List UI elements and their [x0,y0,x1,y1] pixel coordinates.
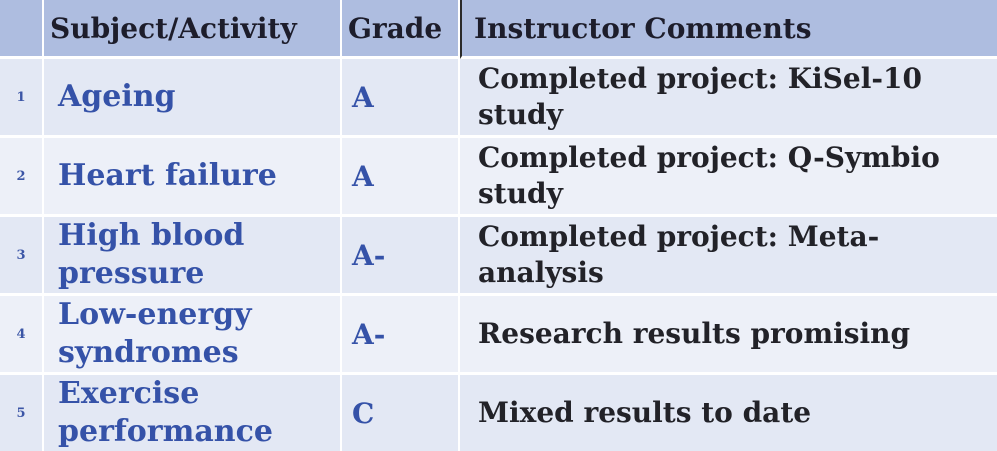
row-grade: A- [342,296,460,375]
row-comment: Completed project: Q-Symbio study [460,138,997,217]
comment-line: study [478,177,563,210]
row-subject: High blood pressure [44,217,342,296]
header-number [0,0,44,59]
row-number: 4 [0,296,44,375]
table-header: Subject/Activity Grade Instructor Commen… [0,0,997,59]
comment-line: analysis [478,256,604,289]
row-grade: A [342,138,460,217]
table-row: 5 Exercise performance C Mixed results t… [0,375,997,451]
row-comment: Research results promising [460,296,997,375]
header-subject: Subject/Activity [44,0,342,59]
table-row: 4 Low-energy syndromes A- Research resul… [0,296,997,375]
table-row: 1 Ageing A Completed project: KiSel-10 s… [0,59,997,138]
subject-line: syndromes [58,335,239,370]
subject-line: performance [58,414,273,449]
comment-line: Research results promising [478,317,911,350]
row-grade: A- [342,217,460,296]
header-comments: Instructor Comments [460,0,997,59]
header-row: Subject/Activity Grade Instructor Commen… [0,0,997,59]
row-number: 1 [0,59,44,138]
comment-line: study [478,98,563,131]
row-subject: Ageing [44,59,342,138]
row-subject: Low-energy syndromes [44,296,342,375]
table-row: 3 High blood pressure A- Completed proje… [0,217,997,296]
subject-line: High blood [58,218,245,253]
row-number: 2 [0,138,44,217]
row-grade: C [342,375,460,451]
comment-line: Completed project: Meta- [478,220,880,253]
comment-line: Mixed results to date [478,396,812,429]
row-grade: A [342,59,460,138]
row-comment: Mixed results to date [460,375,997,451]
subject-line: Low-energy [58,297,252,332]
table-row: 2 Heart failure A Completed project: Q-S… [0,138,997,217]
row-subject: Exercise performance [44,375,342,451]
row-number: 3 [0,217,44,296]
row-comment: Completed project: KiSel-10 study [460,59,997,138]
subject-line: Exercise [58,376,200,411]
row-subject: Heart failure [44,138,342,217]
header-grade: Grade [342,0,460,59]
row-number: 5 [0,375,44,451]
subject-line: pressure [58,256,205,291]
comment-line: Completed project: KiSel-10 [478,62,922,95]
comment-line: Completed project: Q-Symbio [478,141,940,174]
row-comment: Completed project: Meta- analysis [460,217,997,296]
table-body: 1 Ageing A Completed project: KiSel-10 s… [0,59,997,451]
